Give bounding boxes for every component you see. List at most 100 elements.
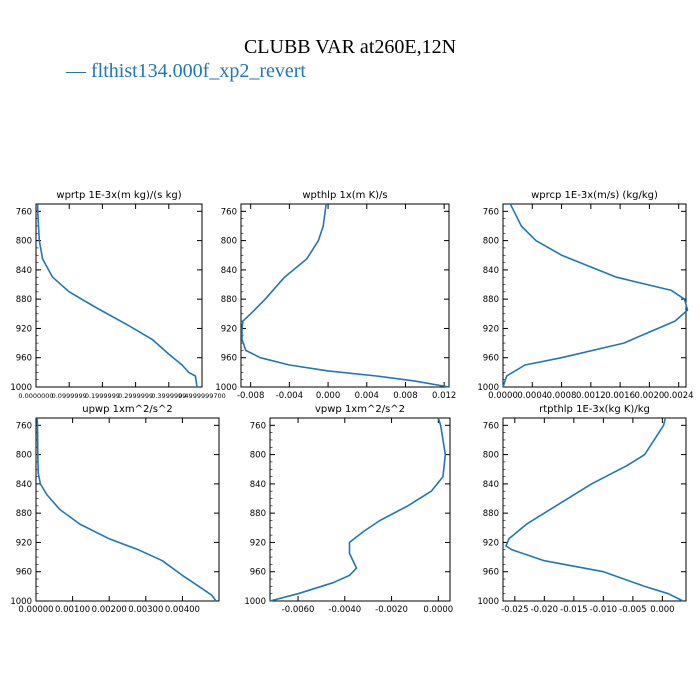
x-tick-label: -0.010: [590, 605, 617, 615]
y-tick-label: 840: [221, 266, 237, 276]
x-tick-label: 0.0000000: [18, 392, 53, 400]
y-tick-label: 1000: [477, 597, 499, 607]
y-tick-label: 800: [221, 237, 237, 247]
series-line: [505, 417, 684, 602]
y-tick-label: 760: [250, 421, 266, 431]
x-tick-label: -0.015: [560, 605, 587, 615]
x-tick-label: -0.004: [276, 391, 303, 401]
x-tick-label: 0.0000: [423, 605, 453, 615]
x-tick-label: 0.000: [650, 605, 674, 615]
y-tick-label: 920: [483, 538, 499, 548]
y-tick-label: 760: [221, 207, 237, 217]
x-tick-label: -0.0040: [328, 605, 361, 615]
y-tick-label: 800: [483, 237, 499, 247]
x-tick-label: -0.0060: [282, 605, 315, 615]
y-tick-label: 920: [250, 538, 266, 548]
y-tick-label: 800: [16, 451, 32, 461]
y-tick-label: 920: [16, 324, 32, 334]
series-line: [241, 203, 450, 388]
legend-label: flthist134.000f_xp2_revert: [91, 60, 306, 82]
y-tick-label: 760: [16, 421, 32, 431]
chart-panel-6: rtpthlp 1E-3x(kg K)/kg 760 800 840 880 920 960…: [477, 404, 687, 615]
plot-frame: [269, 417, 451, 602]
x-tick-label: 0.0012: [576, 391, 606, 401]
y-tick-label: 1000: [477, 383, 499, 393]
panel-title: upwp 1xm^2/s^2: [82, 404, 172, 415]
y-tick-label: 920: [221, 324, 237, 334]
x-tick-label: -0.008: [237, 391, 264, 401]
x-tick-label: 0.000: [316, 391, 340, 401]
x-tick-label: 0.4999999700: [178, 392, 226, 400]
x-tick-label: -0.005: [619, 605, 646, 615]
legend-line-icon: —: [66, 60, 91, 82]
y-tick-label: 960: [221, 354, 237, 364]
y-tick-label: 800: [483, 451, 499, 461]
x-tick-label: 0.3999999: [151, 392, 186, 400]
y-tick-label: 920: [16, 538, 32, 548]
plot-frame: [35, 417, 220, 602]
series-line: [269, 417, 447, 602]
plot-frame: [240, 203, 450, 388]
x-tick-label: 0.0004: [517, 391, 547, 401]
y-tick-label: 880: [16, 509, 32, 519]
y-tick-label: 880: [483, 509, 499, 519]
plot-frame: [502, 417, 687, 602]
y-tick-label: 840: [16, 480, 32, 490]
y-tick-label: 880: [16, 295, 32, 305]
y-tick-label: 880: [221, 295, 237, 305]
panel-title: wprcp 1E-3x(m/s) (kg/kg): [531, 190, 658, 201]
y-tick-label: 840: [483, 480, 499, 490]
y-tick-label: 960: [250, 568, 266, 578]
y-tick-label: 840: [250, 480, 266, 490]
plot-frame: [35, 203, 203, 388]
x-tick-label: 0.008: [393, 391, 417, 401]
x-tick-label: 0.004: [355, 391, 379, 401]
x-tick-label: 0.00100: [55, 605, 90, 615]
y-tick-label: 1000: [215, 383, 237, 393]
panel-title: rtpthlp 1E-3x(kg K)/kg: [539, 404, 650, 415]
panel-title: wpthlp 1x(m K)/s: [302, 190, 387, 201]
plot-frame: [502, 203, 687, 388]
y-tick-label: 840: [16, 266, 32, 276]
y-tick-label: 960: [16, 568, 32, 578]
y-tick-label: 960: [483, 568, 499, 578]
legend: — flthist134.000f_xp2_revert: [66, 60, 306, 83]
x-tick-label: 0.012: [432, 391, 456, 401]
x-tick-label: 0.00400: [165, 605, 200, 615]
x-tick-label: -0.0020: [375, 605, 408, 615]
y-tick-label: 760: [16, 207, 32, 217]
figure-title: CLUBB VAR at260E,12N: [243, 36, 457, 58]
x-tick-label: 0.0024: [664, 391, 694, 401]
y-tick-label: 960: [16, 354, 32, 364]
series-line: [502, 203, 689, 388]
x-tick-label: 0.0016: [605, 391, 635, 401]
x-tick-label: 0.0008: [547, 391, 577, 401]
x-tick-label: 0.0020: [635, 391, 665, 401]
x-tick-label: 0.0999999: [52, 392, 87, 400]
y-tick-label: 800: [16, 237, 32, 247]
x-tick-label: 0.0000: [488, 391, 518, 401]
chart-panel-1: wprtp 1E-3x(m kg)/(s kg) 760 800 840 880 920 9…: [10, 190, 225, 400]
x-tick-label: 0.2999999: [118, 392, 153, 400]
x-tick-label: 0.00300: [128, 605, 163, 615]
y-tick-label: 1000: [244, 597, 266, 607]
chart-panel-5: vpwp 1xm^2/s^2 760 800 840 880 920 960 1000 -0.0…: [244, 404, 453, 615]
y-tick-label: 760: [483, 421, 499, 431]
y-tick-label: 880: [483, 295, 499, 305]
x-tick-label: -0.020: [531, 605, 558, 615]
x-tick-label: 0.1999999: [85, 392, 120, 400]
chart-panel-4: upwp 1xm^2/s^276080084088092096010000.00…: [10, 404, 220, 615]
x-tick-label: 0.00200: [92, 605, 127, 615]
series-line: [36, 204, 198, 388]
y-tick-label: 800: [250, 451, 266, 461]
y-tick-label: 960: [483, 354, 499, 364]
x-tick-label: -0.025: [501, 605, 528, 615]
y-tick-label: 880: [250, 509, 266, 519]
y-tick-label: 1000: [10, 383, 32, 393]
panel-title: vpwp 1xm^2/s^2: [315, 404, 405, 415]
y-tick-label: 840: [483, 266, 499, 276]
panel-title: wprtp 1E-3x(m kg)/(s kg): [56, 190, 181, 201]
chart-panel-3: wprcp 1E-3x(m/s) (kg/kg) 760 800 840 880 920 9…: [477, 190, 693, 401]
series-line: [36, 417, 217, 602]
